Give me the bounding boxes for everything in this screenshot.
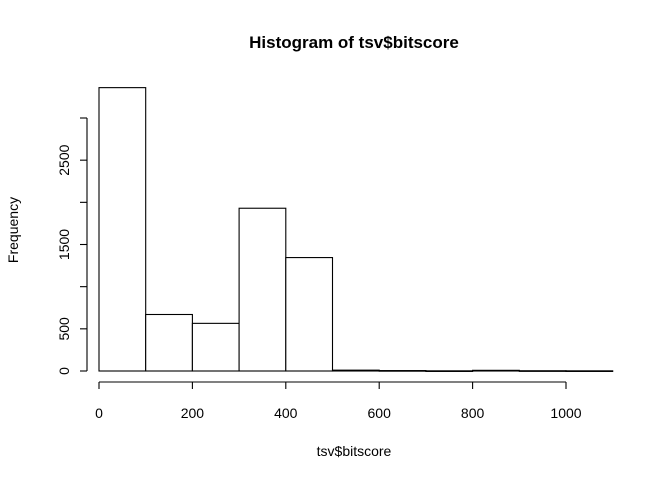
x-tick-label-1: 200 (181, 405, 205, 421)
y-tick-label-1: 500 (56, 317, 72, 341)
histogram-bar-4 (285, 257, 334, 372)
y-tick-label-0: 0 (56, 367, 72, 375)
x-tick-label-2: 400 (274, 405, 298, 421)
x-axis: 0 200 400 600 800 1000 (95, 381, 582, 421)
histogram-bar-2 (191, 322, 240, 372)
x-axis-label: tsv$bitscore (317, 443, 392, 459)
y-axis: 0 500 1500 2500 (56, 117, 88, 375)
chart-title: Histogram of tsv$bitscore (249, 33, 459, 52)
y-tick-label-5: 2500 (56, 144, 72, 175)
histogram-bar-5 (331, 369, 380, 372)
y-tick-label-3: 1500 (56, 229, 72, 260)
y-axis-label: Frequency (5, 197, 21, 263)
histogram-bar-7 (425, 370, 474, 372)
histogram-bar-3 (238, 207, 287, 372)
histogram-bar-0 (98, 87, 147, 372)
histogram-bar-8 (472, 369, 520, 372)
histogram-bar-10 (565, 370, 614, 372)
histogram-bar-1 (145, 313, 193, 372)
bars-group (98, 87, 614, 372)
x-tick-label-5: 1000 (550, 405, 581, 421)
histogram-bar-6 (378, 370, 427, 372)
histogram-bar-9 (518, 370, 567, 372)
x-tick-label-0: 0 (95, 405, 103, 421)
x-tick-label-3: 600 (368, 405, 392, 421)
x-tick-label-4: 800 (461, 405, 485, 421)
